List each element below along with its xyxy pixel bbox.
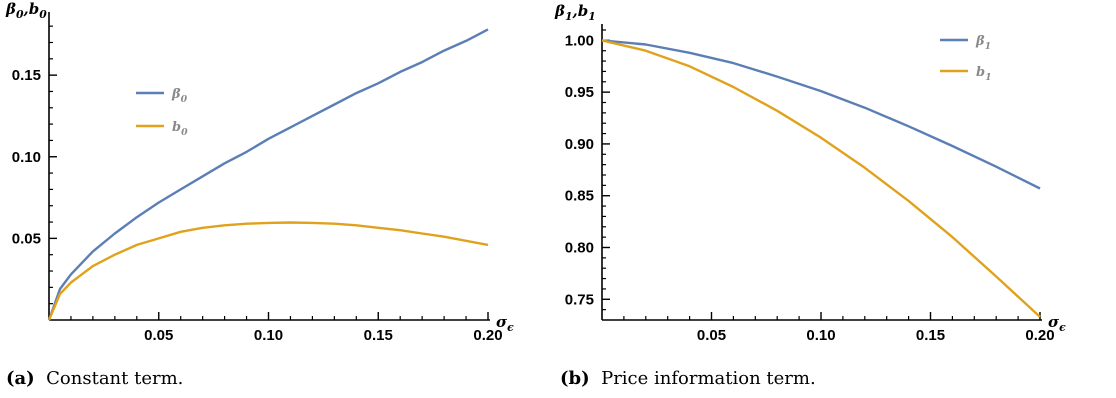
caption-b: (b) Price information term. [560,368,816,389]
legend: β0 b0 [136,87,188,138]
chart-b: 0.05 0.10 0.15 0.20 0.75 0.80 0.85 0.90 0.95 1.00… [554,2,1066,344]
x-tick-label: 0.10 [806,327,835,344]
y-tick-label: 0.15 [12,67,41,84]
x-tick-label: 0.20 [1025,327,1054,344]
y-tick-label: 1.00 [565,32,594,49]
series-line-beta [47,28,489,321]
y-tick-label: 0.75 [565,291,594,308]
legend: β1 b1 [940,34,992,83]
legend-label-b: b0 [172,120,188,138]
x-tick-label: 0.20 [473,327,502,344]
x-axis-title: σϵ [496,313,514,334]
x-tick-label: 0.15 [916,327,945,344]
x-tick-label: 0.05 [697,327,726,344]
legend-label-b: b1 [976,65,992,83]
series-line-b [47,221,489,321]
y-tick-label: 0.90 [565,136,594,153]
chart-a: 0.05 0.10 0.15 0.20 0.05 0.10 0.15 β0,b0 σϵ β0 b0 [5,0,514,344]
caption-a-text: Constant term. [46,368,184,389]
legend-label-beta: β0 [171,87,188,105]
x-tick-label: 0.15 [364,327,393,344]
y-axis-title: β1,b1 [554,2,596,23]
y-tick-label: 0.10 [12,149,41,166]
x-axis-title: σϵ [1048,313,1066,334]
series-line-b [601,39,1041,318]
caption-b-text: Price information term. [601,368,816,389]
y-tick-label: 0.05 [12,230,41,247]
y-tick-label: 0.85 [565,188,594,205]
y-tick-label: 0.80 [565,240,594,257]
x-tick-label: 0.10 [254,327,283,344]
caption-a-tag: (a) [6,368,35,389]
y-tick-label: 0.95 [565,84,594,101]
series-line-beta [601,39,1041,190]
y-axis-title: β0,b0 [5,0,47,21]
caption-a: (a) Constant term. [6,368,183,389]
caption-b-tag: (b) [560,368,590,389]
x-tick-label: 0.05 [144,327,173,344]
legend-label-beta: β1 [975,34,991,52]
